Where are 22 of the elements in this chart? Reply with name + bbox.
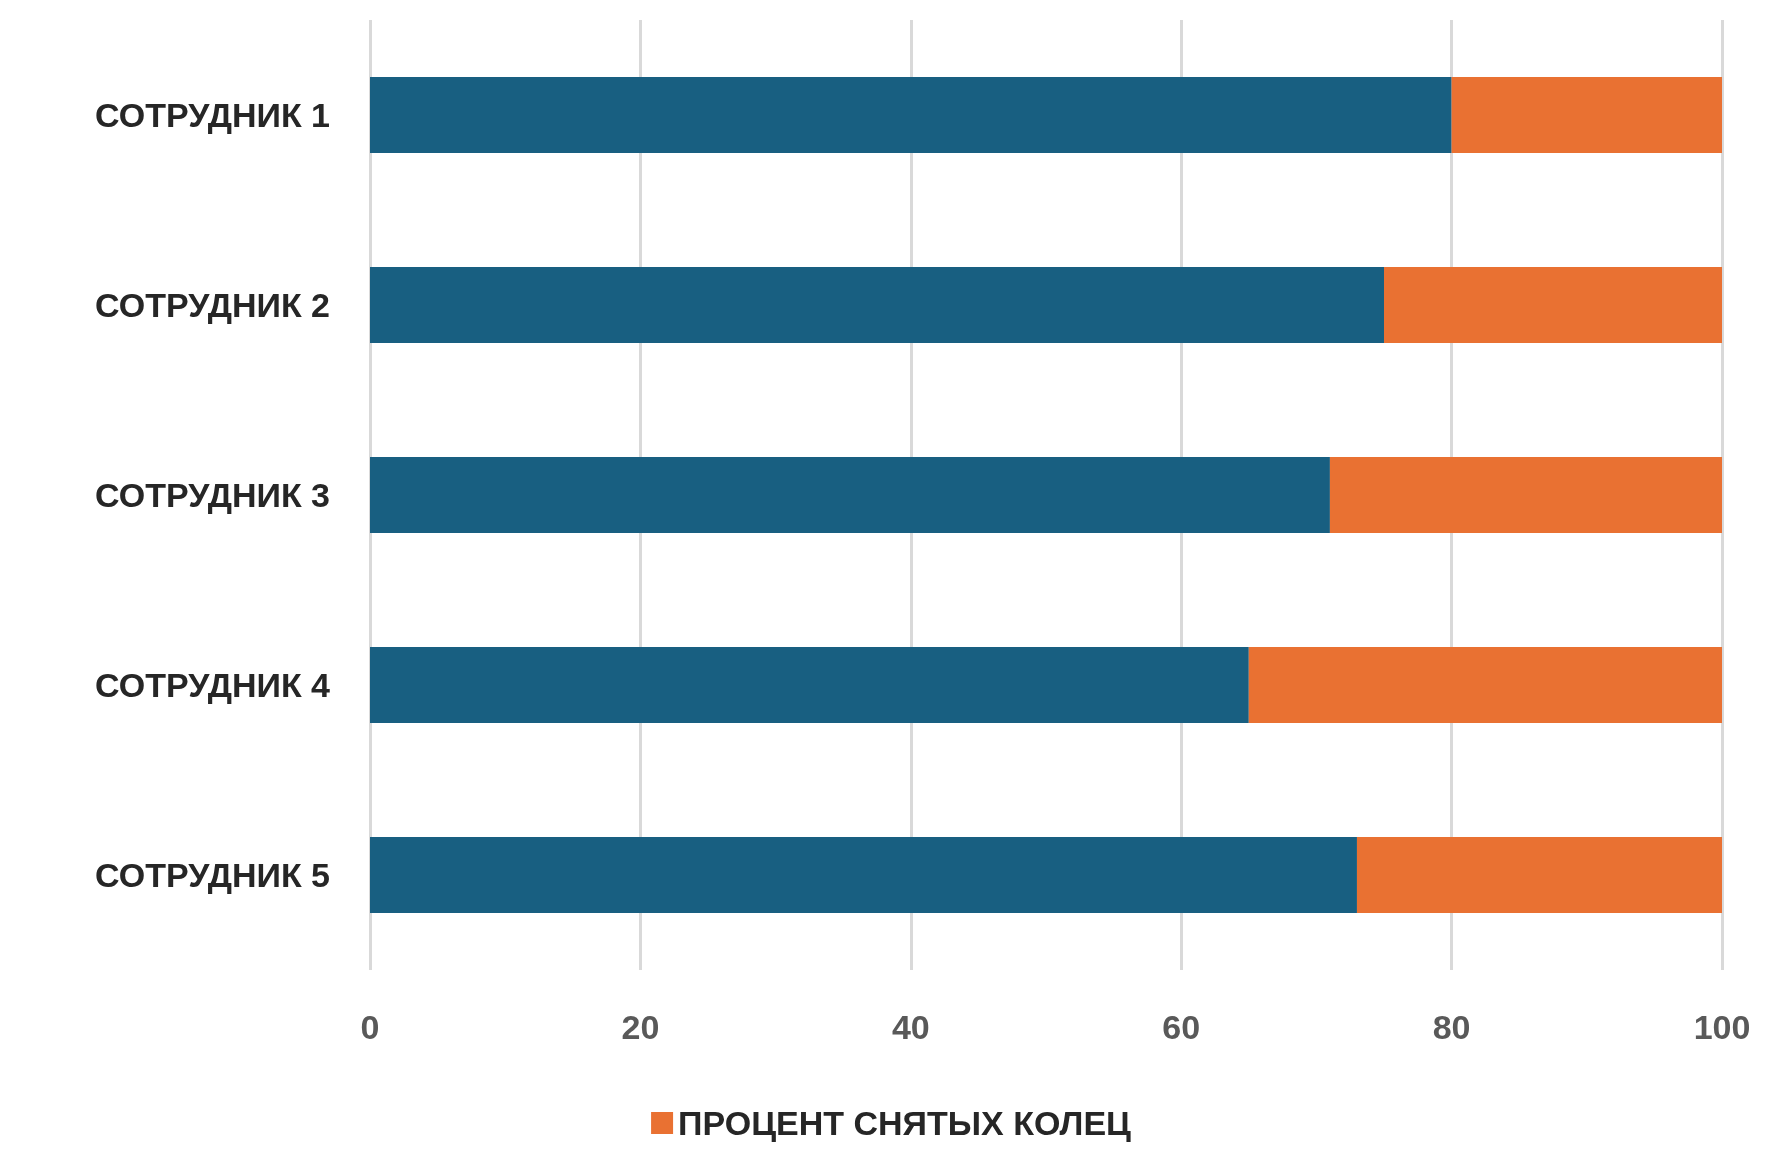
bar bbox=[1356, 837, 1722, 913]
bar bbox=[370, 267, 1384, 343]
bar bbox=[370, 647, 1249, 723]
x-tick-label: 40 bbox=[891, 1008, 930, 1046]
y-tick-label: СОТРУДНИК 1 bbox=[95, 96, 330, 134]
bar bbox=[1329, 457, 1722, 533]
x-tick-label: 80 bbox=[1432, 1008, 1471, 1046]
y-tick-label: СОТРУДНИК 3 bbox=[95, 476, 330, 514]
bar bbox=[370, 457, 1330, 533]
x-tick-label: 20 bbox=[621, 1008, 660, 1046]
bar bbox=[1451, 77, 1722, 153]
bar bbox=[370, 77, 1452, 153]
bar bbox=[1248, 647, 1722, 723]
bar bbox=[370, 837, 1357, 913]
x-tick-label: 100 bbox=[1693, 1008, 1751, 1046]
bar bbox=[1384, 267, 1722, 343]
x-tick-label: 0 bbox=[360, 1008, 380, 1046]
y-tick-label: СОТРУДНИК 4 bbox=[95, 666, 331, 704]
y-tick-label: СОТРУДНИК 5 bbox=[95, 856, 330, 894]
y-tick-label: СОТРУДНИК 2 bbox=[95, 286, 330, 324]
x-tick-label: 60 bbox=[1162, 1008, 1201, 1046]
legend-label: ПРОЦЕНТ СНЯТЫХ КОЛЕЦ bbox=[678, 1104, 1132, 1142]
